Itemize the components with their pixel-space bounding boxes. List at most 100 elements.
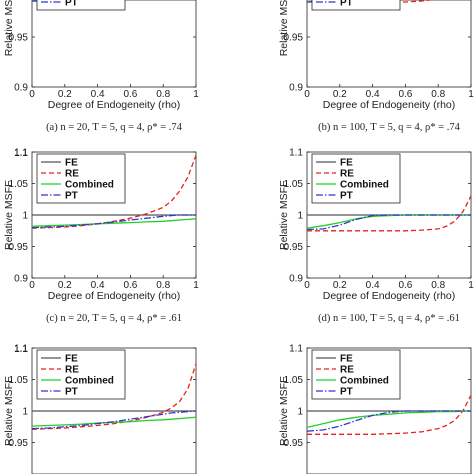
legend-label-fe: FE [340, 158, 353, 169]
y-axis-label: Relative MSFE [3, 180, 15, 250]
y-axis-label: Relative MSFE [278, 376, 290, 446]
y-tick-label: 0.95 [9, 438, 29, 449]
legend-label-pt: PT [340, 191, 353, 202]
plot-area-frame [306, 0, 472, 88]
y-tick-label: 1 [22, 407, 28, 418]
y-tick-label: 0.9 [14, 274, 28, 285]
panel-caption: (c) n = 20, T = 5, q = 4, ρ* = .61 [46, 313, 182, 324]
x-tick-label: 0.4 [91, 280, 105, 291]
series-group [32, 363, 196, 430]
y-tick-label: 1.1 [14, 344, 28, 355]
series-line-re [32, 154, 196, 229]
x-tick-label: 1 [193, 89, 199, 100]
x-tick-label: 0.4 [91, 89, 105, 100]
x-axis-label: Degree of Endogeneity (rho) [323, 290, 456, 302]
panel-caption: (a) n = 20, T = 5, q = 4, ρ* = .74 [46, 122, 183, 133]
x-tick-label: 0 [304, 280, 310, 291]
x-tick-label: 0.4 [366, 280, 380, 291]
series-line-pt [307, 410, 471, 432]
legend-label-pt: PT [340, 387, 353, 398]
legend-label-combined: Combined [340, 376, 389, 387]
x-tick-label: 0.2 [333, 89, 347, 100]
legend-label-fe: FE [65, 158, 78, 169]
chart-panel-middle-right: 0.9 0.95 1 1.05 1.1 0 0.2 0.4 0.6 0.8 1 Degree of E… [278, 148, 474, 325]
y-top-label: 1.1 [14, 344, 28, 355]
series-group [307, 195, 471, 232]
x-tick-label: 0.8 [431, 280, 445, 291]
y-axis-label: Relative MS [278, 0, 290, 56]
x-tick-label: 0.6 [123, 280, 137, 291]
legend-label-fe: FE [65, 354, 78, 365]
x-tick-label: 0.6 [398, 89, 412, 100]
legend-label-re: RE [65, 365, 79, 376]
x-tick-label: 1 [193, 280, 199, 291]
series-line-combined [32, 218, 196, 227]
legend-box [36, 0, 126, 11]
legend-label-combined: Combined [65, 180, 114, 191]
x-tick-label: 0.2 [333, 280, 347, 291]
legend-label-re: RE [340, 365, 354, 376]
chart-panel-middle-left: 0.9 0.95 1 1.05 1.1 0 0.2 0.4 0.6 0.8 1 Degree of E… [3, 148, 199, 325]
x-tick-label: 1 [468, 89, 474, 100]
legend-label-pt: PT [65, 191, 78, 202]
x-axis-label: Degree of Endogeneity (rho) [323, 99, 456, 111]
series-line-re [307, 394, 471, 435]
y-tick-label: 1.1 [14, 148, 28, 159]
y-tick-label: 1.1 [289, 148, 303, 159]
y-axis-label: Relative MSFE [278, 180, 290, 250]
series-group [307, 394, 471, 435]
y-tick-label: 0.9 [14, 83, 28, 94]
x-tick-label: 0 [29, 280, 35, 291]
legend-label-re: RE [65, 169, 79, 180]
y-tick-label: 0.95 [9, 33, 29, 44]
x-tick-label: 0 [304, 89, 310, 100]
x-axis-label: Degree of Endogeneity (rho) [48, 290, 181, 302]
x-axis-label: Degree of Endogeneity (rho) [48, 99, 181, 111]
y-tick-label: 0.95 [284, 33, 304, 44]
legend-label-fe: FE [340, 354, 353, 365]
x-tick-label: 0 [29, 89, 35, 100]
series-group [32, 154, 196, 229]
y-tick-label: 0.95 [9, 242, 29, 253]
x-tick-label: 0.2 [58, 280, 72, 291]
x-tick-label: 0.4 [366, 89, 380, 100]
x-tick-label: 0.8 [156, 89, 170, 100]
y-tick-label: 0.9 [289, 83, 303, 94]
legend-label-pt: PT [65, 0, 78, 9]
plot-area-frame [31, 0, 197, 88]
legend-box [311, 0, 401, 11]
series-line-combined [32, 416, 196, 427]
legend-label-pt: PT [65, 387, 78, 398]
y-top-label: 1.1 [14, 148, 28, 159]
legend-label-re: RE [340, 169, 354, 180]
panel-caption: (d) n = 100, T = 5, q = 4, ρ* = .61 [318, 313, 460, 324]
chart-panel-top-left: 0.9 0.95 0 0.2 0.4 0.6 0.8 1 Degree of Endogenei… [3, 0, 199, 133]
y-axis-label: Relative MS [3, 0, 15, 56]
x-tick-label: 0.6 [123, 89, 137, 100]
legend-label-combined: Combined [65, 376, 114, 387]
panel-caption: (b) n = 100, T = 5, q = 4, ρ* = .74 [318, 122, 460, 133]
x-tick-label: 0.8 [431, 89, 445, 100]
y-tick-label: 1.1 [289, 344, 303, 355]
x-tick-label: 0.2 [58, 89, 72, 100]
y-tick-label: 0.95 [284, 242, 304, 253]
y-tick-label: 0.95 [284, 438, 304, 449]
series-line-re [307, 195, 471, 232]
legend-label-pt: PT [340, 0, 353, 9]
y-tick-label: 1.05 [9, 179, 29, 190]
y-tick-label: 1.05 [9, 375, 29, 386]
y-tick-label: 1 [22, 211, 28, 222]
legend-label-combined: Combined [340, 180, 389, 191]
series-line-pt [307, 214, 471, 231]
x-tick-label: 0.6 [398, 280, 412, 291]
x-tick-label: 1 [468, 280, 474, 291]
y-tick-label: 1.05 [284, 179, 304, 190]
y-axis-label: Relative MSFE [3, 376, 15, 446]
y-tick-label: 1 [297, 211, 303, 222]
chart-panel-top-right: 0.9 0.95 0 0.2 0.4 0.6 0.8 1 Degree of Endogenei… [278, 0, 474, 133]
y-tick-label: 1 [297, 407, 303, 418]
y-tick-label: 0.9 [289, 274, 303, 285]
